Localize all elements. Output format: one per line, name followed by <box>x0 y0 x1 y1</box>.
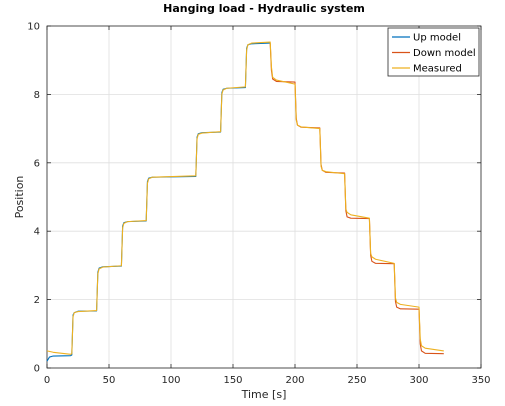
series-line-measured <box>46 41 444 355</box>
x-tick-label: 150 <box>223 375 242 386</box>
x-tick-label: 250 <box>347 375 366 386</box>
x-tick-label: 50 <box>103 375 116 386</box>
x-tick-label: 300 <box>409 375 428 386</box>
y-tick-label: 4 <box>34 227 40 238</box>
x-tick-label: 0 <box>44 375 50 386</box>
x-axis-label: Time [s] <box>241 388 287 401</box>
legend-label: Up model <box>413 33 461 44</box>
y-tick-label: 10 <box>27 22 40 33</box>
legend-label: Down model <box>413 48 476 59</box>
y-tick-label: 2 <box>34 295 40 306</box>
x-tick-label: 200 <box>285 375 304 386</box>
y-tick-label: 6 <box>34 158 40 169</box>
axes: 0 50 100 150 200 250 300 350 0 2 4 6 8 10 <box>27 22 490 387</box>
y-tick-label: 0 <box>34 364 40 375</box>
chart-title: Hanging load - Hydraulic system <box>163 2 365 15</box>
plot-area <box>47 26 481 368</box>
y-axis-label: Position <box>13 176 26 219</box>
x-tick-label: 100 <box>161 375 180 386</box>
series-lines <box>46 41 444 362</box>
y-tick-label: 8 <box>34 90 40 101</box>
legend: Up model Down model Measured <box>387 27 480 77</box>
x-tick-label: 350 <box>471 375 490 386</box>
legend-label: Measured <box>413 64 462 75</box>
axes-box <box>46 25 482 369</box>
